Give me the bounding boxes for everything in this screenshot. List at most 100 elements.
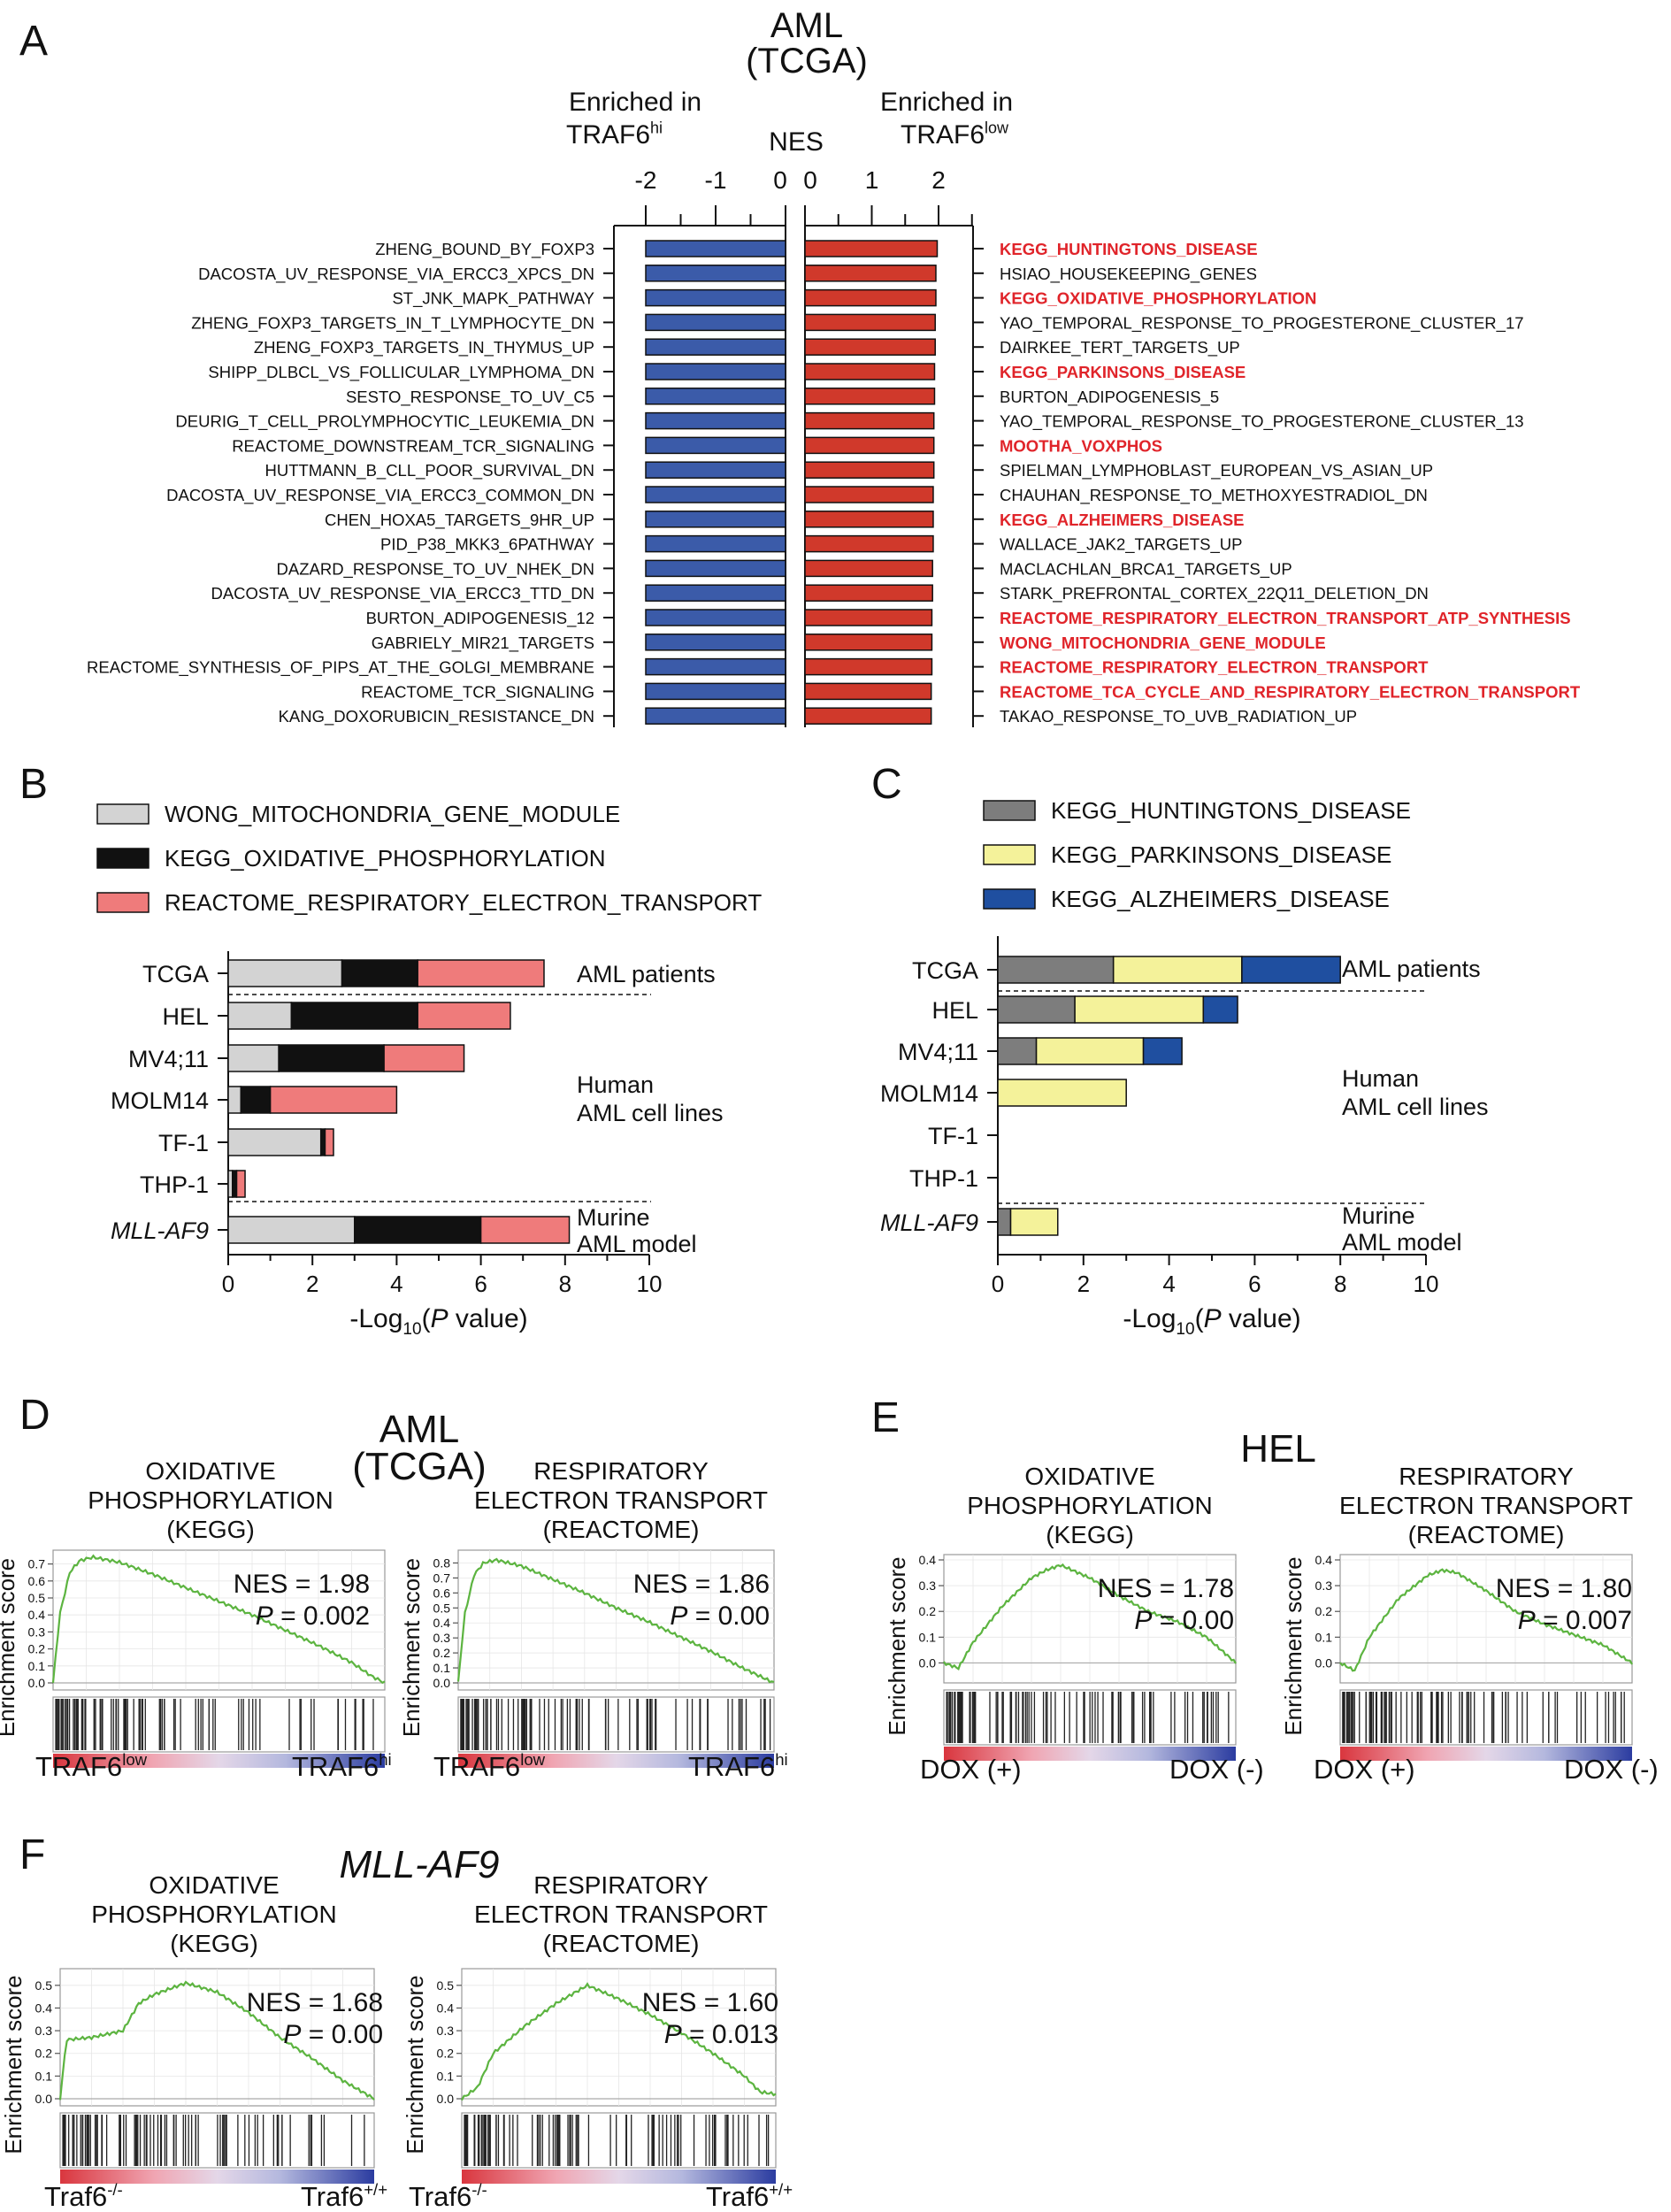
stacked-bar-segment: [997, 1037, 1038, 1065]
right-bar: [804, 265, 937, 282]
legend-label: KEGG_HUNTINGTONS_DISEASE: [1051, 797, 1411, 824]
panel-letter-E: E: [871, 1394, 900, 1441]
left-tick-label: -2: [635, 166, 657, 194]
rank-right-label: Traf6+/+: [706, 2180, 793, 2212]
right-bar: [804, 559, 933, 578]
rank-gradient-bar: [1340, 1747, 1632, 1761]
gsea-plot-title: (REACTOME): [543, 1930, 700, 1957]
left-bar: [645, 461, 786, 479]
category-label: MOLM14: [111, 1087, 209, 1114]
x-tick-label: 0: [992, 1271, 1004, 1297]
stacked-bar-segment: [1074, 995, 1205, 1024]
hit-band: [457, 1696, 775, 1753]
panel-a-title: AML: [770, 6, 843, 45]
right-bar: [804, 240, 939, 257]
gsea-plot-title: PHOSPHORYLATION: [88, 1486, 333, 1514]
stacked-bar-segment: [997, 1208, 1012, 1236]
left-tick-label: -1: [705, 166, 727, 194]
y-tick-label: 0.2: [35, 2047, 53, 2061]
group-label: AML cell lines: [1342, 1094, 1489, 1120]
y-tick-label: 0.4: [28, 1608, 46, 1622]
panel-letter-A: A: [19, 18, 48, 65]
y-tick-label: 0.1: [437, 2069, 455, 2083]
y-tick-label: 0.3: [433, 1631, 451, 1645]
legend-swatch: [983, 800, 1036, 821]
right-bar: [804, 411, 935, 430]
right-header-line1: Enriched in: [880, 88, 1013, 117]
y-axis-label: Enrichment score: [398, 1558, 425, 1737]
right-geneset-label: KEGG_HUNTINGTONS_DISEASE: [1000, 240, 1258, 258]
y-tick-label: 0.3: [35, 2024, 53, 2038]
legend-label: KEGG_PARKINSONS_DISEASE: [1051, 841, 1391, 868]
left-bar: [645, 707, 786, 725]
gsea-plot-title: ELECTRON TRANSPORT: [474, 1901, 768, 1928]
rank-right-label: Traf6+/+: [301, 2180, 387, 2212]
y-tick-label: 0.3: [919, 1578, 937, 1593]
left-geneset-label: ZHENG_FOXP3_TARGETS_IN_THYMUS_UP: [254, 338, 594, 357]
right-header-line2: TRAF6low: [901, 119, 1009, 150]
right-bar: [804, 511, 934, 528]
x-tick-label: 4: [390, 1271, 402, 1297]
right-bar: [804, 313, 936, 332]
y-tick-label: 0.7: [28, 1557, 46, 1571]
gsea-plot-title: OXIDATIVE: [1024, 1463, 1154, 1490]
y-axis-label: Enrichment score: [402, 1975, 428, 2154]
stacked-bar-segment: [1142, 1037, 1183, 1065]
y-tick-label: 0.3: [1315, 1578, 1333, 1593]
category-label: THP-1: [140, 1171, 209, 1198]
nes-value: NES = 1.98: [234, 1570, 370, 1599]
right-geneset-label: MACLACHLAN_BRCA1_TARGETS_UP: [1000, 559, 1292, 579]
gsea-plot-title: ELECTRON TRANSPORT: [1339, 1492, 1633, 1519]
panel-a-subtitle: (TCGA): [746, 42, 868, 81]
right-bar: [804, 338, 936, 356]
left-geneset-label: GABRIELY_MIR21_TARGETS: [372, 634, 594, 653]
right-bar: [804, 534, 934, 553]
rank-left-label: DOX (+): [1314, 1754, 1415, 1785]
right-geneset-label: KEGG_ALZHEIMERS_DISEASE: [1000, 511, 1245, 529]
left-tick-label: 0: [773, 166, 787, 194]
left-geneset-label: HUTTMANN_B_CLL_POOR_SURVIVAL_DN: [264, 461, 594, 480]
left-bar: [645, 634, 786, 651]
stacked-bar-segment: [240, 1086, 272, 1114]
group-label: AML patients: [1342, 956, 1481, 982]
enrichment-score-curve: [456, 1557, 775, 1684]
stacked-bar-segment: [1241, 956, 1341, 984]
category-label: HEL: [162, 1003, 209, 1030]
y-axis-label: Enrichment score: [1280, 1556, 1307, 1735]
legend-label: KEGG_ALZHEIMERS_DISEASE: [1051, 886, 1390, 912]
stacked-bar-segment: [227, 959, 343, 987]
p-value: P = 0.00: [283, 2020, 383, 2049]
right-geneset-label: CHAUHAN_RESPONSE_TO_METHOXYESTRADIOL_DN: [1000, 486, 1428, 505]
gsea-plot-title: (KEGG): [170, 1930, 258, 1957]
y-tick-label: 0.5: [433, 1601, 451, 1615]
stacked-bar-segment: [341, 959, 418, 987]
left-bar: [645, 411, 786, 430]
rank-right-label: TRAF6hi: [292, 1750, 392, 1782]
y-tick-label: 0.6: [433, 1586, 451, 1600]
right-geneset-label: REACTOME_RESPIRATORY_ELECTRON_TRANSPORT: [1000, 658, 1429, 677]
y-tick-label: 0.5: [35, 1978, 53, 1993]
group-label: AML model: [1342, 1229, 1462, 1256]
left-bar: [645, 288, 786, 307]
stacked-bar-segment: [227, 1002, 293, 1030]
gsea-plot-title: PHOSPHORYLATION: [91, 1901, 336, 1928]
gsea-plot-title: RESPIRATORY: [1399, 1463, 1574, 1490]
group-label: Murine: [577, 1204, 650, 1231]
gsea-plot-title: (REACTOME): [543, 1516, 700, 1543]
stacked-bar-segment: [227, 1086, 242, 1114]
enrichment-score-curve: [461, 1982, 777, 2101]
stacked-bar-segment: [269, 1086, 398, 1114]
legend-swatch: [983, 844, 1036, 865]
right-geneset-label: DAIRKEE_TERT_TARGETS_UP: [1000, 338, 1240, 357]
panel-d-subtitle: (TCGA): [352, 1445, 487, 1488]
rank-left-label: Traf6-/-: [44, 2180, 123, 2212]
legend-label: KEGG_OXIDATIVE_PHOSPHORYLATION: [165, 845, 605, 872]
x-tick-label: 6: [1248, 1271, 1261, 1297]
category-label: MOLM14: [880, 1080, 978, 1107]
left-geneset-label: DEURIG_T_CELL_PROLYMPHOCYTIC_LEUKEMIA_DN: [175, 412, 594, 432]
category-label: MLL-AF9: [880, 1210, 978, 1236]
right-geneset-label: HSIAO_HOUSEKEEPING_GENES: [1000, 265, 1257, 284]
left-geneset-label: DACOSTA_UV_RESPONSE_VIA_ERCC3_TTD_DN: [211, 584, 594, 603]
y-tick-label: 0.2: [919, 1604, 937, 1618]
rank-gradient-bar: [458, 1754, 774, 1768]
